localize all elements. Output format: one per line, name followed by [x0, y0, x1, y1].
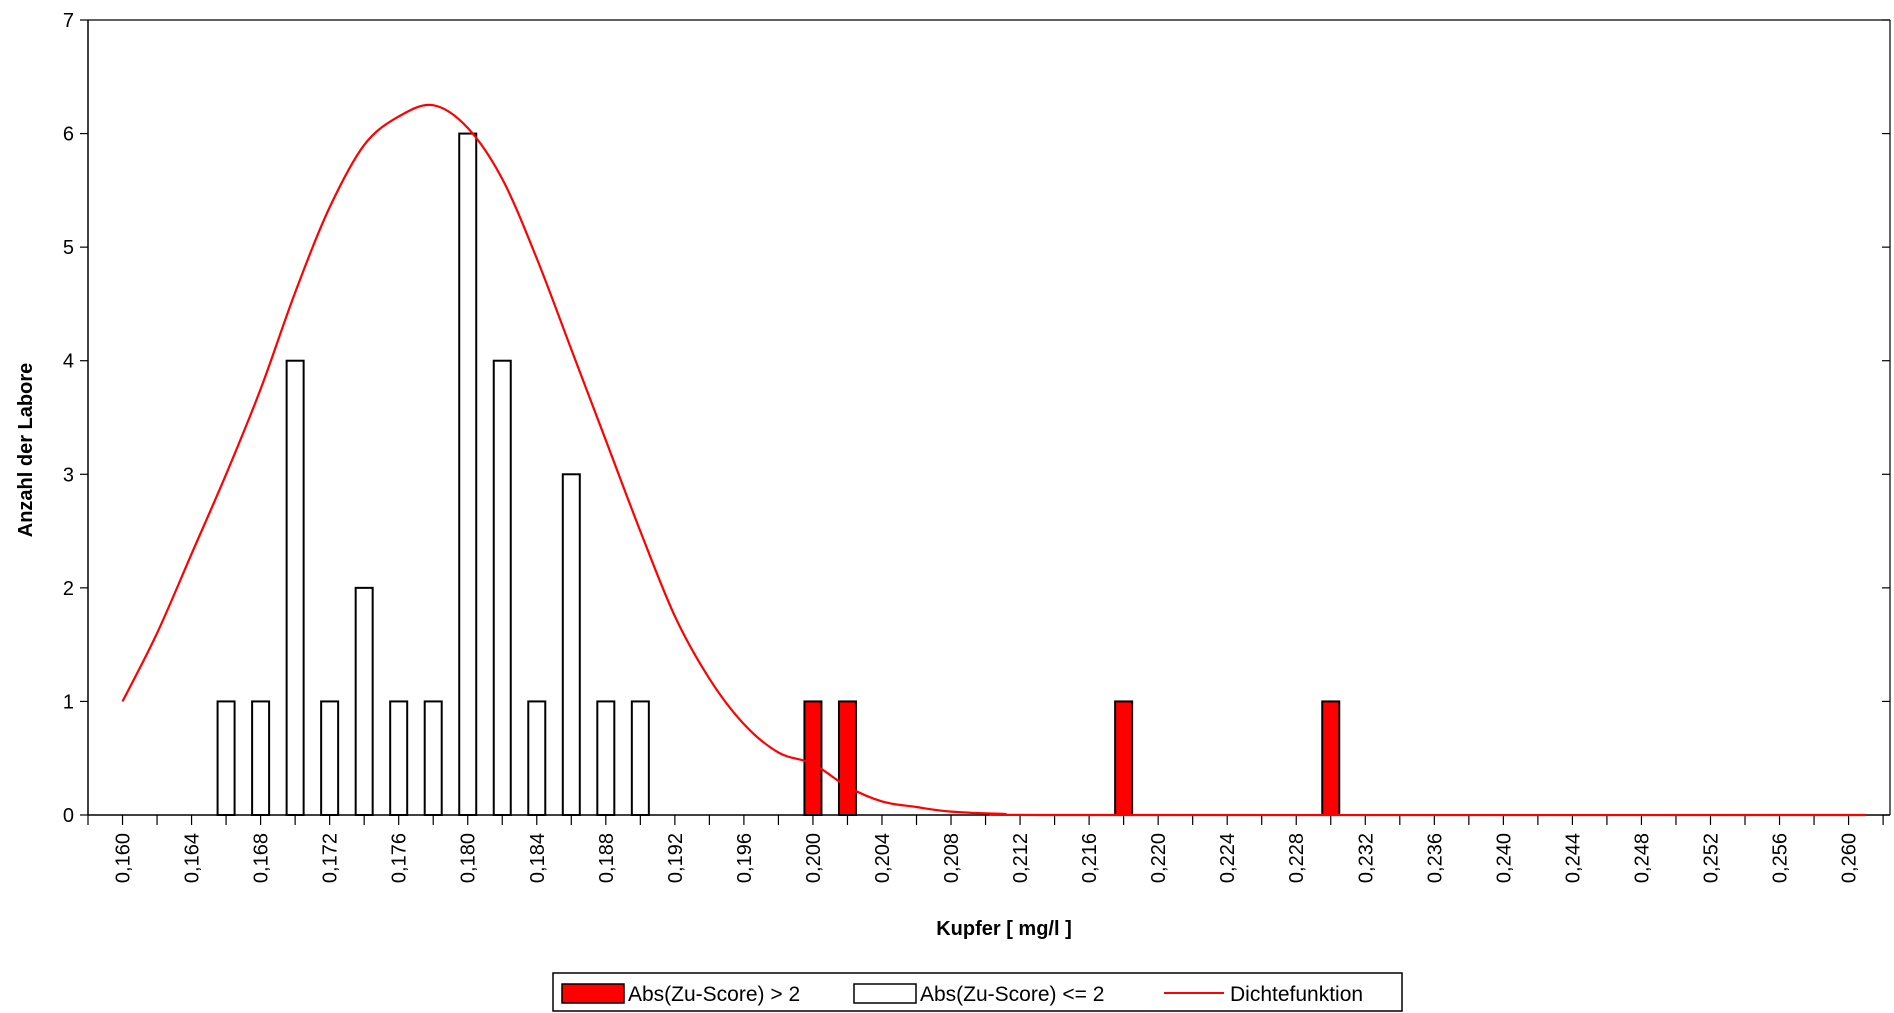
x-tick-label: 0,256 [1770, 833, 1792, 883]
legend-swatch-high [561, 983, 625, 1004]
x-tick-label: 0,260 [1839, 833, 1861, 883]
y-tick-label: 7 [63, 10, 74, 32]
legend-label-low: Abs(Zu-Score) <= 2 [920, 983, 1104, 1006]
y-tick-label: 1 [63, 691, 74, 713]
bar-within-limit [630, 700, 650, 817]
x-tick-label: 0,196 [734, 833, 756, 883]
x-tick-label: 0,236 [1424, 833, 1446, 883]
bar-within-limit [216, 700, 236, 817]
x-tick-label: 0,184 [527, 833, 549, 883]
x-axis-title: Kupfer [ mg/l ] [936, 918, 1072, 940]
x-tick-label: 0,180 [458, 833, 480, 883]
legend-box [552, 972, 1403, 1012]
bar-within-limit [354, 586, 374, 816]
bar-outlier [1321, 700, 1341, 817]
x-tick-label: 0,244 [1562, 833, 1584, 883]
density-curve-group [121, 103, 1866, 817]
bar-within-limit [251, 700, 271, 817]
x-tick-label: 0,160 [113, 833, 135, 883]
y-tick-label: 4 [63, 351, 74, 373]
x-tick-label: 0,228 [1286, 833, 1308, 883]
bar-within-limit [561, 473, 581, 816]
y-tick-label: 5 [63, 237, 74, 259]
x-tick-label: 0,164 [182, 833, 204, 883]
bar-within-limit [596, 700, 616, 817]
y-tick-label: 6 [63, 124, 74, 146]
x-tick-label: 0,204 [872, 833, 894, 883]
bar-within-limit [285, 359, 305, 816]
x-tick-label: 0,216 [1079, 833, 1101, 883]
bars-group [216, 132, 1341, 817]
x-tick-label: 0,192 [665, 833, 687, 883]
legend: Abs(Zu-Score) > 2 Abs(Zu-Score) <= 2 Dic… [552, 972, 1403, 1012]
x-tick-label: 0,212 [1010, 833, 1032, 883]
x-tick-label: 0,176 [389, 833, 411, 883]
legend-swatch-low [853, 983, 917, 1004]
legend-label-density: Dichtefunktion [1230, 983, 1363, 1006]
bar-outlier [1114, 700, 1134, 817]
bar-within-limit [423, 700, 443, 817]
bar-outlier [837, 700, 857, 817]
x-tick-label: 0,220 [1148, 833, 1170, 883]
x-tick-label: 0,240 [1493, 833, 1515, 883]
legend-label-high: Abs(Zu-Score) > 2 [628, 983, 800, 1006]
x-axis: 0,160 0,164 0,168 0,172 0,176 0,180 0,184 0,188… [87, 815, 1884, 883]
x-tick-label: 0,208 [941, 833, 963, 883]
x-tick-label: 0,224 [1217, 833, 1239, 883]
y-tick-label: 2 [63, 578, 74, 600]
x-tick-label: 0,232 [1355, 833, 1377, 883]
bar-within-limit [389, 700, 409, 817]
x-tick-label: 0,252 [1700, 833, 1722, 883]
y-tick-label: 0 [63, 805, 74, 827]
bar-outlier [803, 700, 823, 817]
bar-within-limit [492, 359, 512, 816]
y-tick-label: 3 [63, 464, 74, 486]
x-tick-label: 0,248 [1631, 833, 1653, 883]
bar-within-limit [320, 700, 340, 817]
x-tick-label: 0,172 [320, 833, 342, 883]
bar-within-limit [527, 700, 547, 817]
y-axis-title: Anzahl der Labore [15, 363, 37, 537]
x-tick-label: 0,188 [596, 833, 618, 883]
x-tick-label: 0,168 [251, 833, 273, 883]
bar-within-limit [458, 132, 478, 817]
density-curve [121, 103, 1866, 817]
x-tick-label: 0,200 [803, 833, 825, 883]
